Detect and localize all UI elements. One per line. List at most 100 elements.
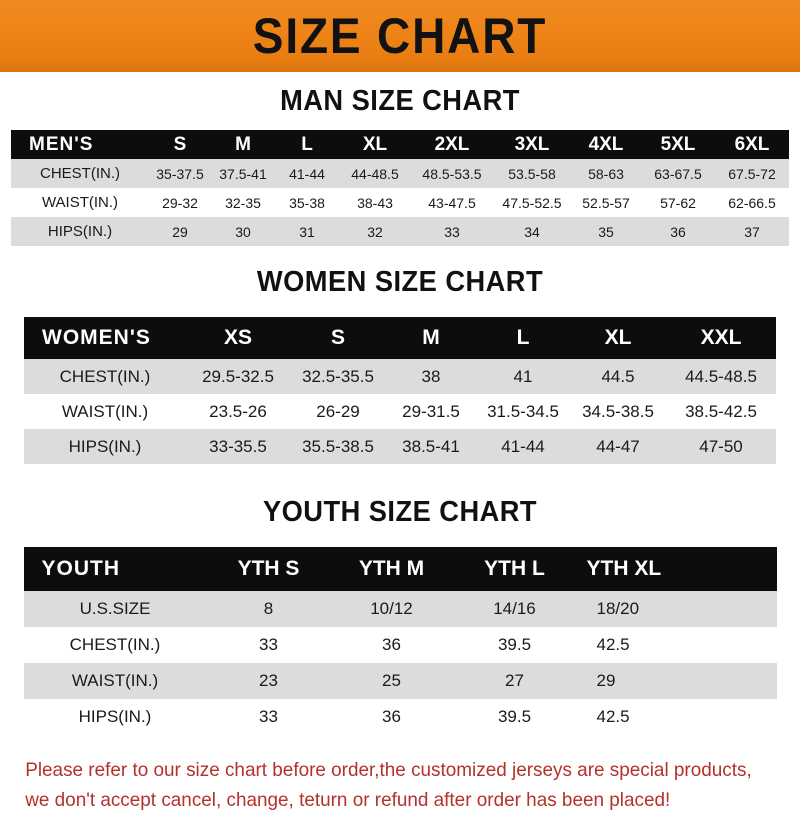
men-cell-1-4: 43-47.5	[428, 194, 476, 211]
order-policy-line-1: Please refer to our size chart before or…	[25, 759, 752, 781]
men-cell-2-6: 35	[598, 223, 614, 240]
men-cell-2-2: 31	[299, 223, 315, 240]
men-cell-0-4: 48.5-53.5	[422, 165, 482, 182]
women-row-1-label: WAIST(IN.)	[61, 401, 149, 421]
men-table-body: MEN'S S M L XL 2XL 3XL 4XL 5XL 6XL CHEST…	[11, 130, 789, 246]
youth-cell-2-3: 29	[596, 671, 616, 690]
youth-cell-0-3: 18/20	[596, 599, 640, 618]
men-header-row: MEN'S S M L XL 2XL 3XL 4XL 5XL 6XL	[11, 130, 789, 159]
men-cell-2-4: 33	[444, 223, 460, 240]
women-cell-1-2: 29-31.5	[402, 401, 460, 421]
table-row: WAIST(IN.) 23 25 27 29	[23, 663, 777, 699]
table-row: HIPS(IN.) 29 30 31 32 33 34 35 36 37	[11, 217, 789, 246]
men-section-title: MAN SIZE CHART	[280, 85, 520, 117]
women-cell-1-4: 34.5-38.5	[582, 401, 654, 421]
table-row: WAIST(IN.) 29-32 32-35 35-38 38-43 43-47…	[11, 188, 789, 217]
youth-row-1-label: CHEST(IN.)	[69, 635, 161, 654]
women-section-title: WOMEN SIZE CHART	[256, 266, 544, 298]
youth-cell-2-1: 25	[382, 671, 401, 690]
men-size-col-6: 4XL	[588, 133, 624, 155]
youth-cell-0-1: 10/12	[370, 599, 413, 618]
men-cell-1-0: 29-32	[162, 194, 198, 211]
table-row: WAIST(IN.) 23.5-26 26-29 29-31.5 31.5-34…	[24, 394, 776, 429]
page-title: SIZE CHART	[252, 8, 548, 64]
youth-row-0-label: U.S.SIZE	[79, 599, 151, 618]
men-cell-1-7: 57-62	[660, 194, 696, 211]
table-row: HIPS(IN.) 33 36 39.5 42.5	[23, 699, 777, 735]
women-header-row: WOMEN'S XS S M L XL XXL	[24, 317, 776, 359]
youth-cell-3-0: 33	[259, 707, 278, 726]
youth-cell-1-0: 33	[259, 635, 278, 654]
men-size-section: MAN SIZE CHART MEN'S S M L XL 2XL 3XL 4X…	[0, 85, 800, 246]
youth-section-title: YOUTH SIZE CHART	[262, 496, 538, 528]
men-size-col-5: 3XL	[514, 133, 550, 155]
men-cell-2-0: 29	[172, 223, 188, 240]
men-cell-1-2: 35-38	[289, 194, 325, 211]
order-policy-note: Please refer to our size chart before or…	[0, 755, 776, 815]
men-cell-2-7: 36	[670, 223, 686, 240]
youth-cell-3-3: 42.5	[596, 707, 630, 726]
women-cell-1-1: 26-29	[316, 401, 360, 421]
youth-cell-1-1: 36	[382, 635, 401, 654]
men-row-1-label: WAIST(IN.)	[41, 194, 119, 211]
women-size-col-5: XXL	[700, 326, 742, 349]
youth-header-row: YOUTH YTH S YTH M YTH L YTH XL	[23, 547, 777, 591]
women-cell-2-3: 41-44	[501, 436, 545, 456]
youth-size-col-1: YTH M	[358, 557, 425, 580]
men-size-col-7: 5XL	[660, 133, 696, 155]
women-cell-0-5: 44.5-48.5	[685, 366, 757, 386]
men-cell-2-8: 37	[744, 223, 760, 240]
women-size-col-4: XL	[604, 326, 632, 349]
men-cell-0-7: 63-67.5	[654, 165, 702, 182]
men-size-table: MEN'S S M L XL 2XL 3XL 4XL 5XL 6XL CHEST…	[11, 130, 789, 246]
table-row: HIPS(IN.) 33-35.5 35.5-38.5 38.5-41 41-4…	[24, 429, 776, 464]
men-cell-0-0: 35-37.5	[156, 165, 204, 182]
youth-table-body: YOUTH YTH S YTH M YTH L YTH XL U.S.SIZE …	[23, 547, 777, 735]
men-cell-1-1: 32-35	[225, 194, 261, 211]
women-size-col-2: M	[422, 326, 440, 349]
men-cell-0-5: 53.5-58	[508, 165, 556, 182]
women-size-col-3: L	[516, 326, 530, 349]
men-size-col-4: 2XL	[434, 133, 470, 155]
women-cell-2-4: 44-47	[596, 436, 640, 456]
women-cell-0-4: 44.5	[601, 366, 635, 386]
men-cell-2-1: 30	[235, 223, 251, 240]
men-header-label: MEN'S	[29, 133, 94, 155]
men-size-col-8: 6XL	[734, 133, 770, 155]
women-cell-2-5: 47-50	[699, 436, 743, 456]
men-cell-1-3: 38-43	[357, 194, 393, 211]
women-header-label: WOMEN'S	[42, 326, 151, 349]
youth-cell-0-2: 14/16	[493, 599, 536, 618]
youth-header-label: YOUTH	[41, 557, 120, 580]
men-cell-2-3: 32	[367, 223, 383, 240]
men-size-col-1: M	[235, 133, 251, 155]
men-row-0-label: CHEST(IN.)	[40, 165, 120, 182]
women-row-2-label: HIPS(IN.)	[68, 436, 142, 456]
youth-cell-3-2: 39.5	[497, 707, 532, 726]
women-cell-0-3: 41	[513, 366, 533, 386]
men-cell-1-5: 47.5-52.5	[502, 194, 562, 211]
women-cell-1-5: 38.5-42.5	[685, 401, 757, 421]
order-policy-line-2: we don't accept cancel, change, teturn o…	[25, 789, 671, 812]
youth-cell-1-3: 42.5	[596, 635, 630, 654]
table-row: CHEST(IN.) 29.5-32.5 32.5-35.5 38 41 44.…	[24, 359, 776, 394]
youth-cell-3-1: 36	[382, 707, 401, 726]
men-cell-0-2: 41-44	[289, 165, 325, 182]
women-row-0-label: CHEST(IN.)	[59, 366, 151, 386]
youth-cell-2-2: 27	[505, 671, 524, 690]
size-chart-banner: SIZE CHART	[0, 0, 800, 72]
men-cell-1-8: 62-66.5	[728, 194, 776, 211]
table-row: CHEST(IN.) 35-37.5 37.5-41 41-44 44-48.5…	[11, 159, 789, 188]
men-cell-0-6: 58-63	[588, 165, 624, 182]
women-size-col-0: XS	[223, 326, 252, 349]
women-cell-0-1: 32.5-35.5	[302, 366, 374, 386]
women-cell-2-1: 35.5-38.5	[302, 436, 374, 456]
women-size-table: WOMEN'S XS S M L XL XXL CHEST(IN.) 29.5-…	[24, 317, 776, 464]
women-size-section: WOMEN SIZE CHART WOMEN'S XS S M L XL XXL…	[0, 266, 800, 464]
women-cell-0-0: 29.5-32.5	[202, 366, 274, 386]
youth-cell-0-0: 8	[263, 599, 274, 618]
table-row: U.S.SIZE 8 10/12 14/16 18/20	[23, 591, 777, 627]
men-cell-0-8: 67.5-72	[728, 165, 776, 182]
youth-cell-1-2: 39.5	[497, 635, 532, 654]
women-cell-1-0: 23.5-26	[209, 401, 267, 421]
